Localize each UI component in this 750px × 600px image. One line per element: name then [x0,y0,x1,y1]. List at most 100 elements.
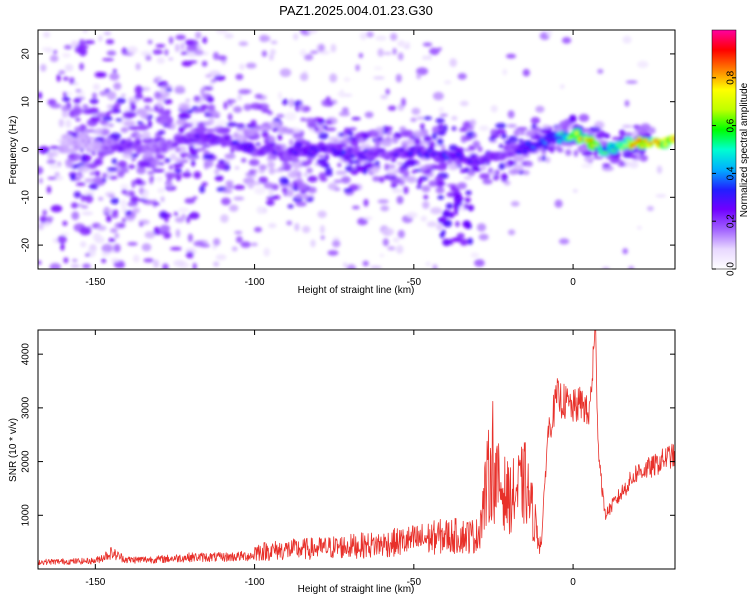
spectrogram-band-blob [421,185,431,193]
spectrogram-band-blob [62,96,71,102]
spectrogram-noise-blob [103,31,112,36]
spectrogram-band-blob [436,138,444,146]
spectrogram-band-blob [233,106,243,113]
spectrogram-band-blob [327,182,338,191]
spectrogram-noise-blob [152,49,163,55]
spectrogram-noise-blob [213,261,220,267]
spectrogram-band-blob [338,111,350,117]
spectrogram-band-blob [200,87,205,96]
spectrogram-band-blob [154,76,162,81]
spectrogram-noise-blob [107,91,117,101]
spectrogram-band-blob [69,77,75,85]
spectrogram-ridge-core [522,148,528,153]
spectrogram-band-blob [446,183,458,187]
snr-y-tick-label: 2000 [21,450,32,473]
spectrogram-band-blob [89,98,99,105]
spectrogram-noise-blob [319,44,324,52]
spectrogram-heatmap [38,30,675,269]
spectrogram-noise-blob [199,244,211,248]
spectrogram-band-blob [513,129,521,137]
spectrogram-noise-blob [268,53,274,61]
spectrogram-branch-blob [443,209,449,215]
spectrogram-band-blob [250,102,262,110]
spectrogram-band-blob [411,170,416,174]
spectrogram-band-blob [75,182,86,186]
snr-x-tick-label: -100 [245,577,265,588]
spectrogram-band-blob [307,186,317,194]
spectrogram-noise-blob [476,223,487,232]
spectrogram-noise-blob [161,91,169,97]
spectrogram-noise-blob [375,35,387,41]
spectrogram-noise-blob [63,257,69,264]
spectrogram-band-blob [258,176,269,184]
spectrogram-noise-blob [430,207,442,215]
spectrogram-band-blob [147,120,153,128]
spectrogram-noise-blob [186,45,198,52]
spectrogram-noise-blob [62,53,71,58]
spectrogram-band-blob [432,131,437,140]
spectrogram-band-blob [283,189,288,197]
spectrogram-band-blob [306,167,313,174]
spectrogram-noise-blob [156,57,165,64]
spectrogram-band-blob [109,72,120,81]
spectrogram-band-blob [130,133,136,139]
snr-y-axis-label: SNR (10 * v/v) [8,418,19,482]
spectrogram-band-blob [95,128,103,135]
spectrogram-band-blob [410,117,417,123]
spectrogram-noise-blob [238,41,249,46]
spectrogram-band-blob [248,158,260,167]
spectrogram-band-blob [588,126,601,133]
spectrogram-noise-blob [72,258,78,263]
spectrogram-band-blob [82,108,94,115]
spectrogram-band-blob [137,160,149,168]
spectrogram-noise-blob [108,238,116,243]
spectrogram-noise-blob [102,58,114,62]
spectrogram-noise-blob [397,52,404,61]
spectrogram-noise-blob [622,248,628,255]
spectrogram-noise-blob [425,261,431,266]
spectrogram-band-blob [115,118,123,122]
spectrogram-noise-blob [490,105,498,113]
spectrogram-band-blob [437,130,446,136]
spectrogram-branch-blob [452,237,462,243]
spectrogram-noise-blob [636,225,642,230]
spectrogram-band-blob [214,75,226,81]
spectrogram-band-blob [354,132,364,139]
spectrogram-band-blob [181,171,192,178]
spectrogram-noise-blob [153,259,160,268]
spectrogram-band-blob [398,179,405,186]
spectrogram-band-blob [428,141,436,149]
spectrogram-band-blob [245,172,257,177]
spectrogram-noise-blob [215,120,227,126]
spectrogram-branch-blob [443,213,453,218]
spectrogram-noise-blob [416,67,429,76]
spectrogram-band-blob [191,159,196,167]
spectrogram-noise-blob [299,49,307,57]
spectrogram-noise-blob [114,233,120,239]
spectrogram-noise-blob [82,263,91,269]
spectrogram-noise-blob [142,190,149,200]
spectrogram-noise-blob [216,30,228,35]
colorbar-tick-label: 0.4 [726,166,737,180]
spectrogram-band-blob [134,178,143,185]
spectrogram-band-blob [324,172,333,177]
spectrogram-band-blob [600,130,605,139]
spectrogram-band-blob [392,136,399,144]
spectrogram-band-blob [412,130,423,139]
spectrogram-band-blob [349,127,357,131]
spectrogram-band-blob [302,193,309,200]
spectrogram-band-blob [396,161,403,166]
spectrogram-noise-blob [277,91,283,100]
spectrogram-noise-blob [147,39,153,45]
spectrogram-noise-blob [101,258,106,264]
spectrogram-band-blob [193,95,201,102]
spectrogram-band-blob [161,85,173,89]
spectrogram-band-blob [199,185,206,194]
spectrogram-x-tick-label: -50 [407,277,422,288]
spectrogram-noise-blob [106,215,112,223]
spectrogram-band-blob [423,164,434,169]
spectrogram-noise-blob [507,110,515,119]
spectrogram-noise-blob [188,211,200,220]
spectrogram-band-blob [61,111,69,118]
spectrogram-band-blob [276,113,285,118]
